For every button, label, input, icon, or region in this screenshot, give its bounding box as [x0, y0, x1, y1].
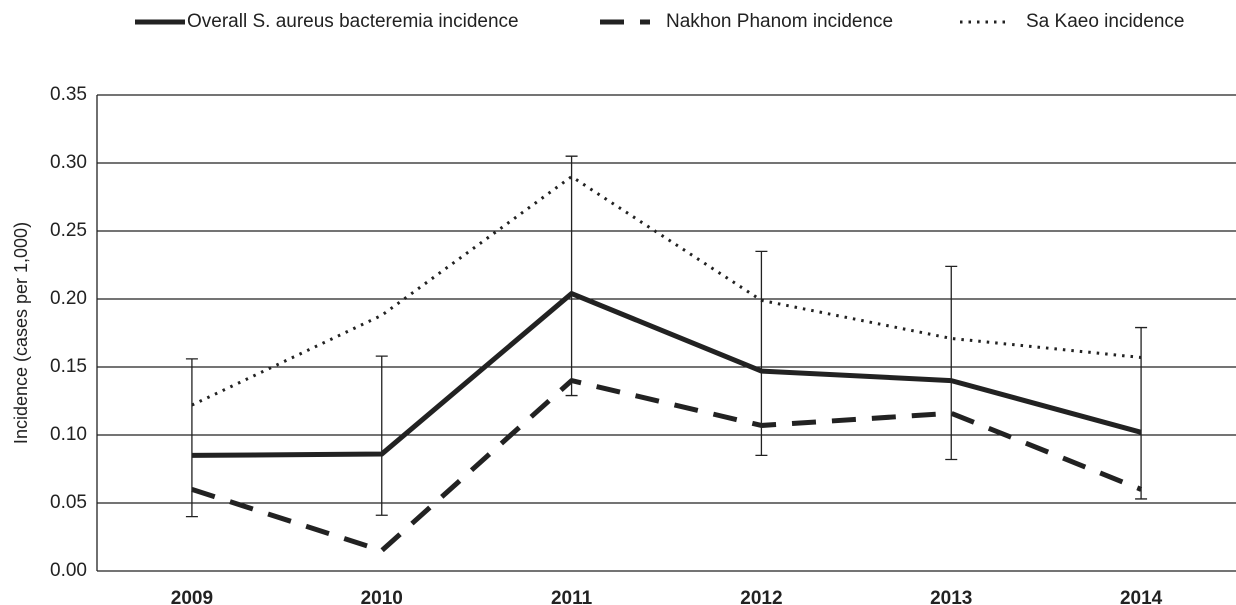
line-dashed [191, 378, 1143, 554]
y-tick-label: 0.15 [50, 356, 87, 377]
error-bar [565, 155, 578, 397]
line-solid [191, 291, 1142, 458]
y-tick-label: 0.35 [50, 84, 87, 105]
y-tick-label: 0.10 [50, 424, 87, 445]
error-bar [945, 265, 958, 461]
y-tick-label: 0.25 [50, 220, 87, 241]
legend-label: Overall S. aureus bacteremia incidence [187, 11, 519, 32]
x-tick-label: 2014 [1120, 588, 1163, 605]
y-tick-label: 0.20 [50, 288, 87, 309]
x-tick-label: 2010 [361, 588, 403, 605]
y-tick-label: 0.00 [50, 560, 87, 581]
x-tick-label: 2012 [740, 588, 782, 605]
legend-label: Sa Kaeo incidence [1026, 11, 1184, 32]
error-bar [1135, 326, 1148, 500]
y-tick-label: 0.30 [50, 152, 87, 173]
error-bar [755, 250, 768, 457]
y-axis-label: Incidence (cases per 1,000) [11, 222, 31, 444]
error-bar [375, 355, 388, 516]
x-tick-label: 2013 [930, 588, 972, 605]
y-tick-label: 0.05 [50, 492, 87, 513]
legend-label: Nakhon Phanom incidence [666, 11, 893, 32]
x-tick-label: 2011 [551, 588, 593, 605]
line-dotted [191, 175, 1142, 407]
x-tick-label: 2009 [171, 588, 213, 605]
